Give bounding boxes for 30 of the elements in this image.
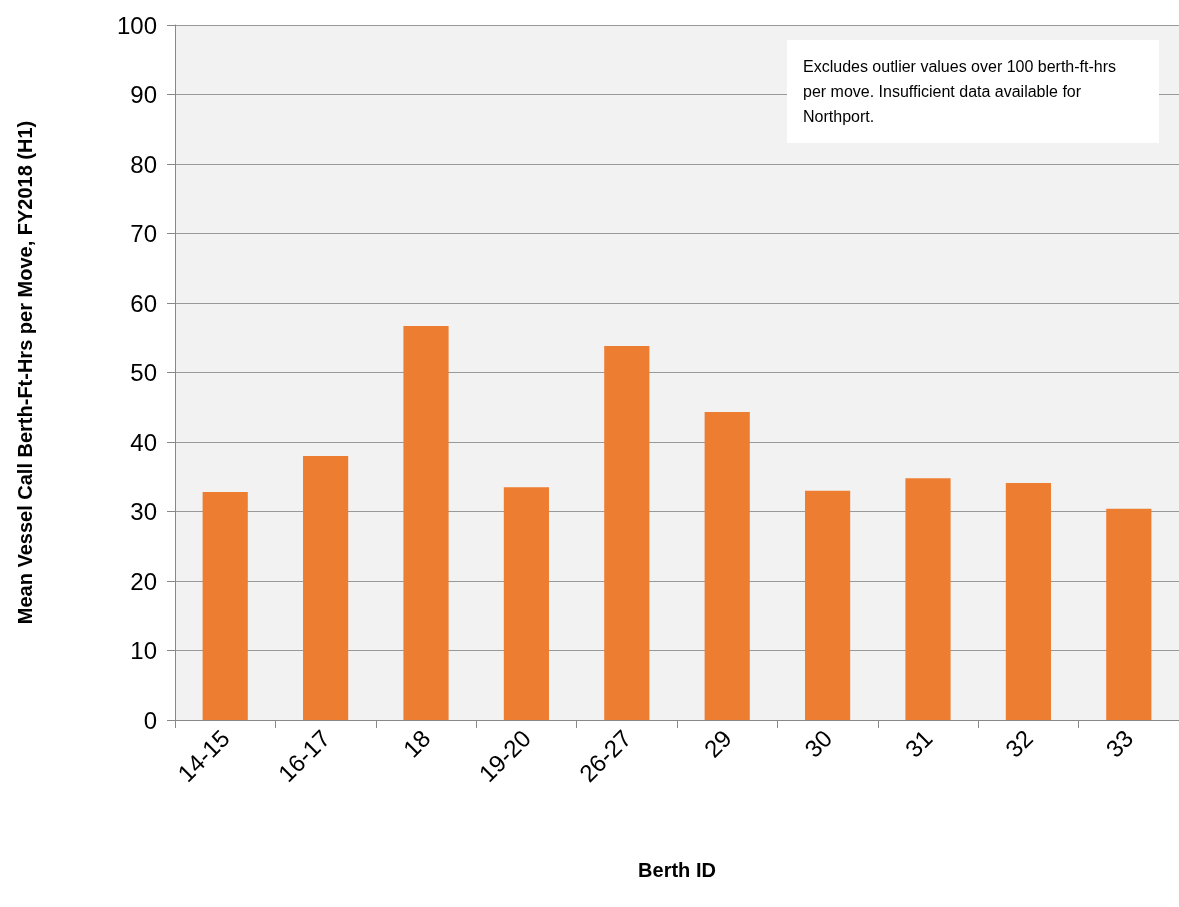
bar: [604, 346, 650, 720]
x-tick-label: 33: [1100, 724, 1139, 763]
x-tick-label: 30: [799, 724, 838, 763]
y-tick-label: 90: [130, 81, 157, 108]
y-axis-title: Mean Vessel Call Berth-Ft-Hrs per Move, FY2018 (H1): [14, 120, 36, 625]
y-tick-label: 0: [143, 706, 157, 734]
x-axis-title: Berth ID: [638, 859, 716, 881]
x-tick-label: 18: [397, 724, 436, 763]
y-tick-label: 30: [130, 498, 157, 525]
bar: [303, 455, 349, 720]
y-tick-label: 20: [130, 567, 157, 595]
y-tick-label: 80: [130, 150, 157, 178]
y-tick-label: 70: [130, 220, 157, 247]
y-tick-label: 60: [130, 289, 157, 317]
y-tick-label: 100: [116, 11, 157, 39]
x-tick-label: 29: [698, 724, 737, 763]
bar: [1106, 508, 1152, 720]
y-tick-label: 10: [130, 637, 157, 664]
bar: [202, 492, 248, 720]
bar: [503, 487, 549, 720]
bar: [1005, 483, 1051, 720]
y-tick-label: 40: [130, 428, 157, 456]
bar: [704, 412, 750, 720]
note-box: Excludes outlier values over 100 berth-ft-hrs per move. Insufficient data available for Northport.: [787, 40, 1159, 143]
y-tick-label: 50: [130, 359, 157, 386]
bar: [805, 490, 851, 720]
bar: [403, 325, 449, 720]
x-tick-label: 32: [999, 724, 1038, 763]
x-tick-label: 31: [899, 724, 938, 763]
bar: [905, 478, 951, 720]
